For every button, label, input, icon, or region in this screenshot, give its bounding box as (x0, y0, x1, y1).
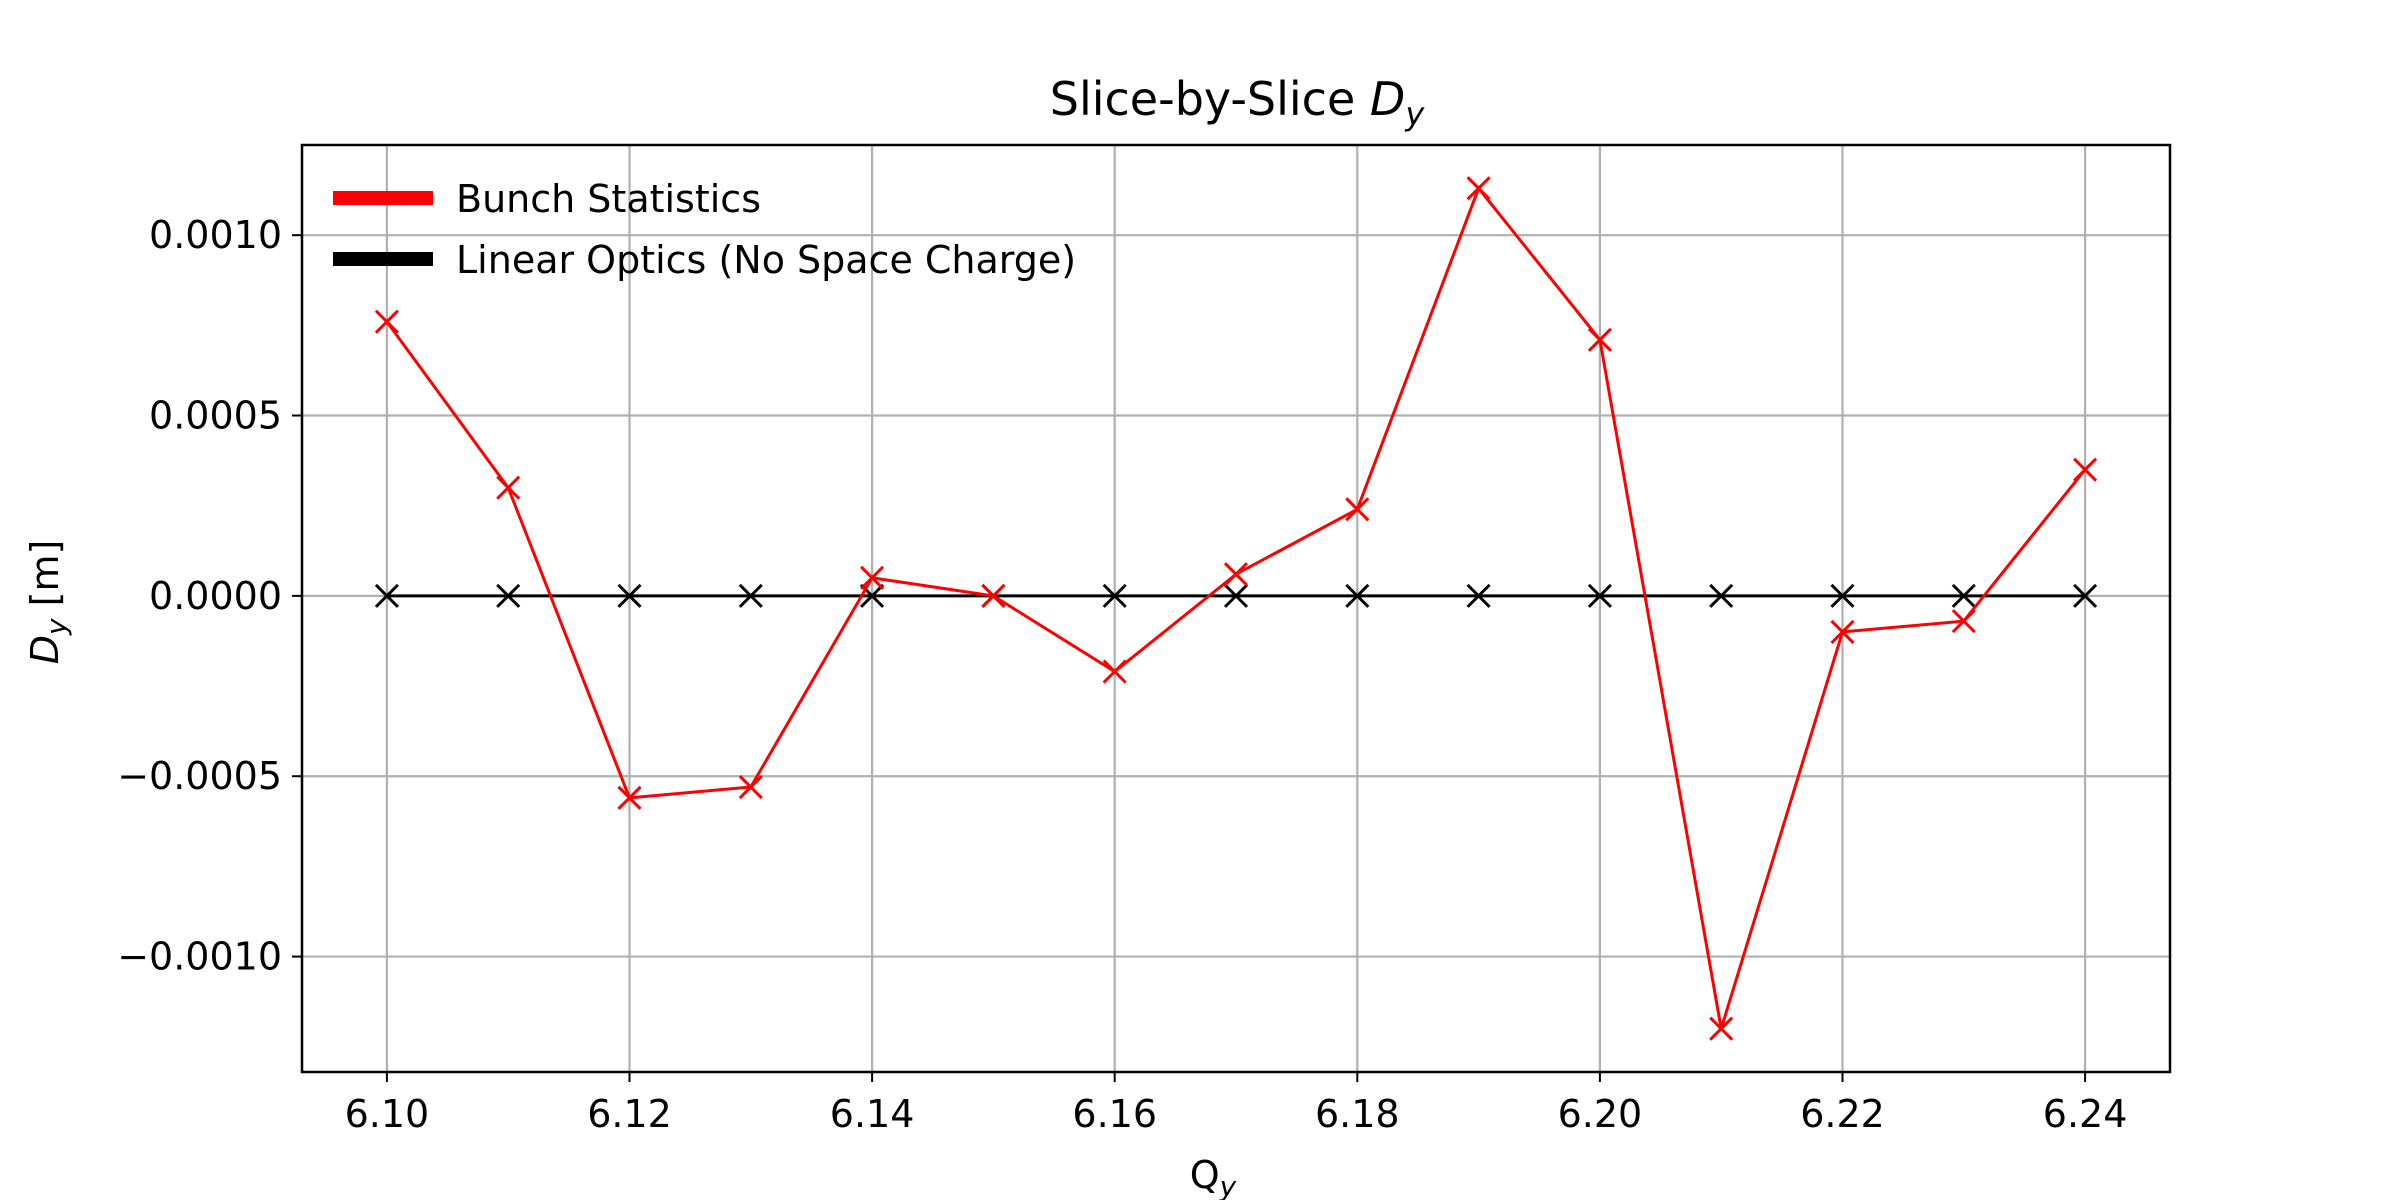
data-point-linear-optics-no-space-charge (1102, 583, 1127, 608)
data-point-linear-optics-no-space-charge (617, 583, 642, 608)
marker-stroke (1466, 583, 1491, 608)
marker-stroke (738, 774, 763, 800)
marker-stroke (2073, 457, 2098, 482)
data-point-bunch-statistics (2073, 457, 2098, 482)
data-point-bunch-statistics (1587, 327, 1612, 352)
marker-stroke (1709, 583, 1734, 608)
y-axis-label-subscript: y (40, 618, 73, 636)
series-line-bunch-statistics (385, 185, 2087, 1030)
marker-stroke (496, 583, 521, 608)
data-point-bunch-statistics (496, 475, 521, 500)
data-point-linear-optics-no-space-charge (1223, 583, 1249, 608)
y-tick-label: 0.0000 (149, 574, 282, 618)
x-tick-label: 6.24 (2043, 1092, 2128, 1136)
marker-stroke (1830, 583, 1855, 608)
data-point-bunch-statistics (1102, 659, 1127, 684)
data-point-linear-optics-no-space-charge (1830, 583, 1855, 608)
x-axis-label: Qy (1190, 1153, 1237, 1200)
x-tick-label: 6.12 (587, 1092, 672, 1136)
y-tick-label: −0.0010 (117, 935, 282, 979)
data-point-linear-optics-no-space-charge (2073, 583, 2098, 608)
grid-lines (302, 145, 2170, 1072)
x-tick-label: 6.10 (345, 1092, 430, 1136)
data-point-bunch-statistics (981, 583, 1006, 608)
data-point-bunch-statistics (738, 774, 763, 800)
marker-stroke (374, 309, 399, 334)
x-tick-label: 6.22 (1800, 1092, 1885, 1136)
y-axis-label-main: D (23, 635, 67, 664)
x-axis-label-main: Q (1190, 1153, 1220, 1197)
x-ticks: 6.10 6.12 6.14 6.16 6.18 6.20 6.22 6.24 (345, 1072, 2128, 1136)
data-point-bunch-statistics (374, 309, 399, 334)
marker-stroke (738, 583, 763, 608)
x-axis-label-subscript: y (1219, 1170, 1237, 1200)
marker-stroke (1830, 619, 1855, 645)
data-point-linear-optics-no-space-charge (496, 583, 521, 608)
data-point-bunch-statistics (860, 565, 885, 590)
data-point-linear-optics-no-space-charge (1587, 583, 1612, 608)
marker-stroke (1587, 583, 1612, 608)
y-tick-label: 0.0005 (149, 394, 282, 438)
marker-stroke (860, 565, 885, 590)
y-tick-label: 0.0010 (149, 213, 282, 257)
marker-stroke (1587, 327, 1612, 352)
y-axis-label: Dy [m] (23, 540, 73, 665)
legend-label-bunch-statistics: Bunch Statistics (456, 177, 761, 221)
marker-stroke (1345, 497, 1370, 522)
data-point-bunch-statistics (1345, 497, 1370, 522)
x-tick-label: 6.20 (1558, 1092, 1643, 1136)
marker-stroke (1951, 609, 1976, 634)
y-tick-label: −0.0005 (117, 754, 282, 798)
y-ticks: −0.0010 −0.0005 0.0000 0.0005 0.0010 (117, 213, 302, 979)
chart-title-symbol: D (1370, 72, 1405, 126)
plot-frame (300, 143, 2172, 1074)
chart-title-main: Slice-by-Slice (1050, 72, 1370, 126)
marker-stroke (496, 475, 521, 500)
data-point-bunch-statistics (1709, 1016, 1734, 1041)
marker-stroke (1466, 176, 1491, 201)
data-point-linear-optics-no-space-charge (1951, 583, 1976, 608)
data-point-linear-optics-no-space-charge (738, 583, 763, 608)
y-axis-label-unit: [m] (23, 540, 67, 619)
x-tick-label: 6.18 (1315, 1092, 1400, 1136)
x-tick-label: 6.14 (830, 1092, 915, 1136)
legend: Bunch Statistics Linear Optics (No Space… (333, 177, 1076, 282)
marker-stroke (1223, 562, 1249, 587)
series-group (374, 176, 2098, 1041)
chart-title-subscript: y (1404, 95, 1425, 133)
marker-stroke (1223, 583, 1249, 608)
data-point-linear-optics-no-space-charge (1709, 583, 1734, 608)
marker-stroke (617, 785, 642, 810)
marker-stroke (1102, 659, 1127, 684)
marker-stroke (1102, 583, 1127, 608)
marker-stroke (1709, 1016, 1734, 1041)
data-point-bunch-statistics (1466, 176, 1491, 201)
data-point-bunch-statistics (617, 785, 642, 810)
chart-title: Slice-by-Slice Dy (1050, 72, 1426, 133)
legend-label-linear-optics: Linear Optics (No Space Charge) (456, 238, 1076, 282)
marker-stroke (1951, 583, 1976, 608)
marker-stroke (860, 583, 885, 608)
data-point-bunch-statistics (1223, 562, 1249, 587)
marker-stroke (374, 583, 399, 608)
data-point-linear-optics-no-space-charge (374, 583, 399, 608)
x-tick-label: 6.16 (1072, 1092, 1157, 1136)
marker-stroke (981, 583, 1006, 608)
data-point-linear-optics-no-space-charge (1345, 583, 1370, 608)
data-point-bunch-statistics (1951, 609, 1976, 634)
data-point-linear-optics-no-space-charge (1466, 583, 1491, 608)
marker-stroke (2073, 583, 2098, 608)
marker-stroke (617, 583, 642, 608)
data-point-bunch-statistics (1830, 619, 1855, 645)
marker-stroke (1345, 583, 1370, 608)
